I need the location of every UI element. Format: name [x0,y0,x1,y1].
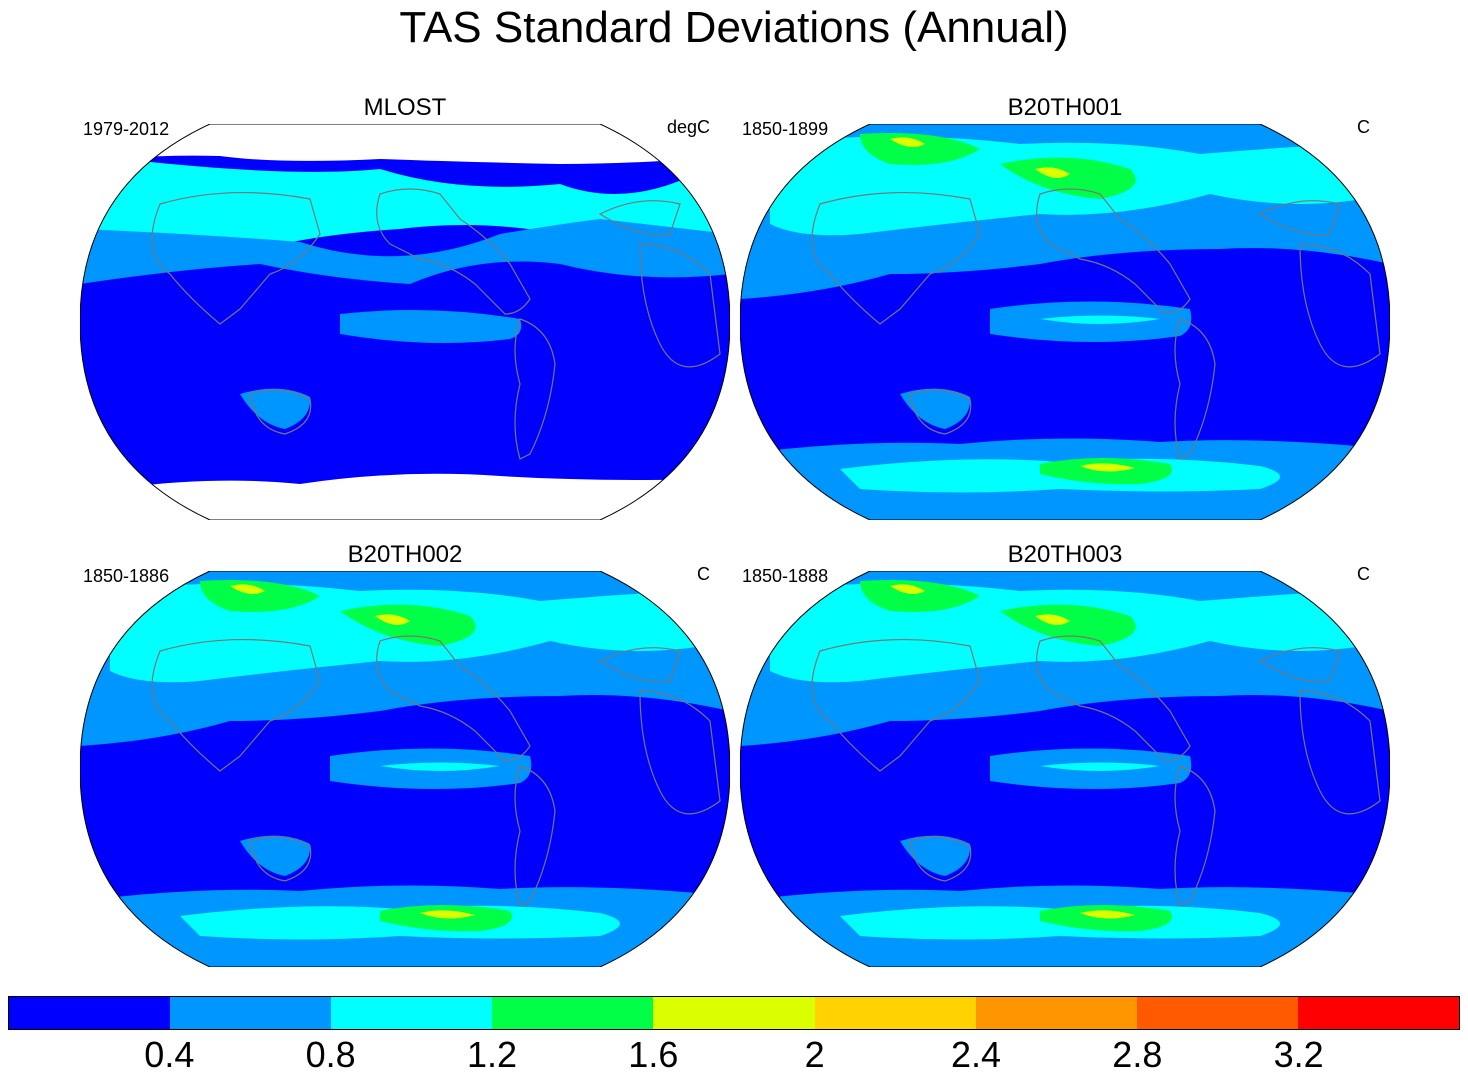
colorbar-box-7 [1136,997,1298,1029]
equatorial-core [380,762,500,771]
colorbar-box-6 [975,997,1137,1029]
panel-units: C [697,564,710,584]
coastline-2 [909,389,972,435]
equatorial-band [340,310,522,343]
higher-patch-east [1000,604,1136,646]
colorbar-label: 1.2 [466,1034,518,1075]
coastline-0 [376,188,531,315]
coastline-4 [1299,243,1381,368]
colorbar-label: 2 [804,1034,825,1075]
colorbar-label: 2.4 [950,1034,1002,1075]
coastline-4 [639,243,721,368]
peak-patch-west [230,584,265,595]
colorbar-label: 0.4 [144,1034,195,1075]
map-border [740,571,1390,967]
map-panel-b20th003: B20TH003 1850-1888 C [740,541,1390,987]
map-border [80,571,730,967]
coastline-2 [909,836,972,882]
coastline-0 [1036,188,1191,315]
panel-period: 1850-1888 [742,566,829,586]
panel-title: B20TH002 [347,541,463,568]
peak-patch-south [1080,463,1135,472]
colorbar-box-2 [331,997,493,1029]
colorbar-box-4 [653,997,815,1029]
colorbar [8,996,1460,1030]
coastline-3 [811,192,981,325]
colorbar-label: 1.6 [628,1034,679,1075]
coastline-2 [249,389,312,435]
colorbar-label: 0.8 [305,1034,356,1075]
coastline-4 [639,690,721,815]
panel-period: 1979-2012 [83,119,170,139]
colorbar-box-3 [492,997,654,1029]
panel-units: degC [666,117,710,137]
colorbar-box-1 [170,997,332,1029]
coastline-5 [1258,200,1341,236]
peak-patch-west [890,584,925,595]
equatorial-core [1040,315,1160,324]
map-field [740,571,1390,967]
peak-patch-east [1035,167,1070,178]
map-border [740,124,1390,520]
higher-patch-west [860,133,980,165]
map-plot [80,124,730,520]
coastline-0 [1036,635,1191,762]
map-field [80,571,730,967]
higher-patch-east [1000,157,1136,199]
australia-patch [900,388,971,429]
panel-title: B20TH003 [1007,541,1123,568]
australia-patch [240,835,311,876]
colorbar-labels: 0.4 0.8 1.2 1.6 2 2.4 2.8 3.2 [8,1034,1460,1078]
panel-period: 1850-1899 [742,119,829,139]
map-panel-mlost: MLOST 1979-2012 degC [80,94,730,540]
coastline-4 [1299,690,1381,815]
higher-patch-east [340,604,476,646]
map-panel-b20th001: B20TH001 1850-1899 C [740,94,1390,540]
coastline-1 [514,765,556,907]
higher-patch-west [860,580,980,612]
coastline-5 [1258,647,1341,683]
colorbar-box-8 [1297,997,1459,1029]
panel-title: B20TH001 [1007,94,1123,121]
map-panel-b20th002: B20TH002 1850-1886 C [80,541,730,987]
equatorial-core [1040,762,1160,771]
coastline-3 [811,639,981,772]
map-border [80,124,730,520]
coastline-1 [1174,765,1216,907]
panel-units: C [1357,564,1370,584]
peak-patch-east [1035,614,1070,625]
mid-band-north [80,219,730,284]
map-plot [80,571,730,967]
peak-patch-west [890,137,925,148]
coastline-3 [151,639,321,772]
peak-patch-south [420,910,475,919]
coastline-0 [376,635,531,762]
map-plot [740,571,1390,967]
missing-data-south [80,473,730,520]
coastline-1 [514,318,556,460]
missing-data-north [80,124,730,164]
colorbar-label: 3.2 [1273,1034,1324,1075]
coastline-2 [249,836,312,882]
colorbar-box-0 [9,997,171,1029]
coastline-1 [1174,318,1216,460]
peak-patch-east [375,614,410,625]
figure-title: TAS Standard Deviations (Annual) [399,3,1069,52]
map-field [80,124,730,520]
colorbar-box-5 [814,997,976,1029]
higher-patch-west [200,580,320,612]
panel-title: MLOST [363,94,447,121]
peak-patch-south [1080,910,1135,919]
australia-patch [900,835,971,876]
australia-patch [240,388,311,429]
map-field [740,124,1390,520]
panel-units: C [1357,117,1370,137]
coastline-5 [598,200,681,236]
map-plot [740,124,1390,520]
coastline-3 [151,192,321,325]
panel-period: 1850-1886 [83,566,170,586]
coastline-5 [598,647,681,683]
colorbar-label: 2.8 [1112,1034,1163,1075]
